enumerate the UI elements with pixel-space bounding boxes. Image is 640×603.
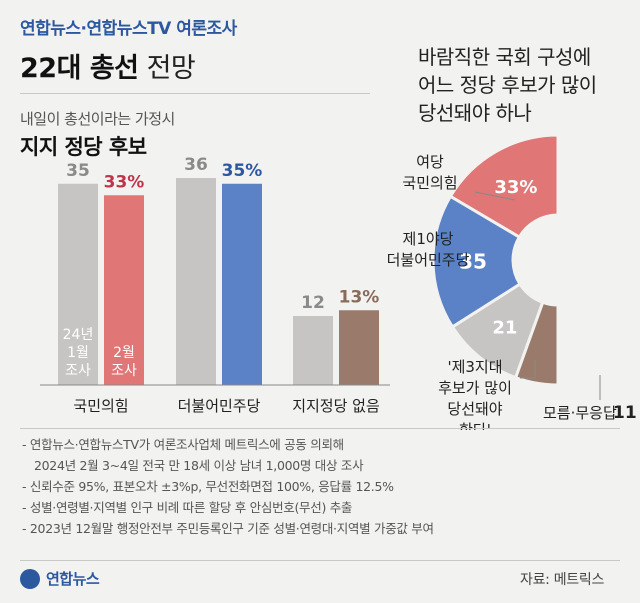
bar-chart-subtitle: 내일이 총선이라는 가정시 xyxy=(20,110,175,128)
donut-value-label: 33% xyxy=(494,177,537,198)
donut-category-label: 더불어민주당 xyxy=(387,251,470,269)
donut-value-label: 21 xyxy=(492,317,517,338)
footnote-line: - 성별·연령별·지역별 인구 비례 따른 할당 후 안심번호(무선) 추출 xyxy=(22,500,353,515)
donut-value-label: 35 xyxy=(459,249,487,273)
data-label: 12 xyxy=(301,293,325,313)
page-title: 22대 총선 전망 xyxy=(20,46,196,85)
series-label: 조사 xyxy=(65,363,91,379)
leader-line xyxy=(520,360,536,379)
series-label: 조사 xyxy=(111,363,137,379)
data-label: 13% xyxy=(339,287,380,307)
source-credit: 자료: 메트릭스 xyxy=(520,572,605,588)
header-divider xyxy=(20,93,370,94)
bottom-divider xyxy=(20,560,620,561)
bar-chart-title: 지지 정당 후보 xyxy=(20,135,147,159)
series-label: 1월 xyxy=(67,345,89,361)
footnote-line: 2024년 2월 3~4일 전국 만 18세 이상 남녀 1,000명 대상 조… xyxy=(34,458,364,473)
donut-question-line: 바람직한 국회 구성에 xyxy=(418,45,591,69)
bar xyxy=(293,316,333,385)
donut-question-line: 어느 정당 후보가 많이 xyxy=(418,73,597,97)
footnote-line: - 신뢰수준 95%, 표본오차 ±3%p, 무선전화면접 100%, 응답률 … xyxy=(22,479,394,494)
header-subtitle: 연합뉴스·연합뉴스TV 여론조사 xyxy=(20,19,237,39)
donut-category-label: 제1야당 xyxy=(403,230,454,248)
footnotes: - 연합뉴스·연합뉴스TV가 여론조사업체 메트릭스에 공동 의뢰해 2024년… xyxy=(22,434,622,539)
donut-category-label: 당선돼야 xyxy=(447,400,502,418)
series-label: 2월 xyxy=(113,345,135,361)
bar xyxy=(339,310,379,385)
logo: 연합뉴스 xyxy=(20,568,100,589)
donut-question-line: 당선돼야 하나 xyxy=(418,101,532,125)
data-label: 35% xyxy=(222,161,263,181)
donut-category-label: 한다' xyxy=(459,421,491,430)
leader-line xyxy=(474,191,516,201)
bar xyxy=(104,195,144,385)
donut-category-label: 모름·무응답 xyxy=(543,404,617,422)
series-label: 24년 xyxy=(63,327,94,343)
bar xyxy=(176,178,216,385)
page-title-bold: 22대 총선 xyxy=(20,53,139,84)
footnote-divider xyxy=(20,428,620,429)
category-label: 국민의힘 xyxy=(73,397,128,415)
logo-mark-icon xyxy=(20,568,40,589)
donut-category-label: 국민의힘 xyxy=(402,174,457,192)
donut-category-label: 여당 xyxy=(416,153,444,171)
donut-slice xyxy=(513,300,560,387)
donut-value-label: 11 xyxy=(613,403,637,423)
category-label: 더불어민주당 xyxy=(178,397,261,415)
page-title-normal: 전망 xyxy=(146,53,196,84)
donut-category-label: 후보가 많이 xyxy=(438,379,512,397)
data-label: 36 xyxy=(184,155,208,175)
donut-slice xyxy=(431,194,523,330)
donut-question: 바람직한 국회 구성에 어느 정당 후보가 많이 당선돼야 하나 xyxy=(418,43,634,127)
category-label: 지지정당 없음 xyxy=(292,397,380,415)
footnote-line: - 연합뉴스·연합뉴스TV가 여론조사업체 메트릭스에 공동 의뢰해 xyxy=(22,437,344,452)
data-label: 35 xyxy=(66,161,90,181)
footnote-line: - 2023년 12월말 행정안전부 주민등록인구 기준 성별·연령대·지역별 … xyxy=(22,521,434,536)
donut-category-label: '제3지대 xyxy=(447,358,502,376)
data-label: 33% xyxy=(104,172,145,192)
logo-text: 연합뉴스 xyxy=(46,570,100,588)
bar xyxy=(222,183,262,385)
bar xyxy=(58,183,98,385)
